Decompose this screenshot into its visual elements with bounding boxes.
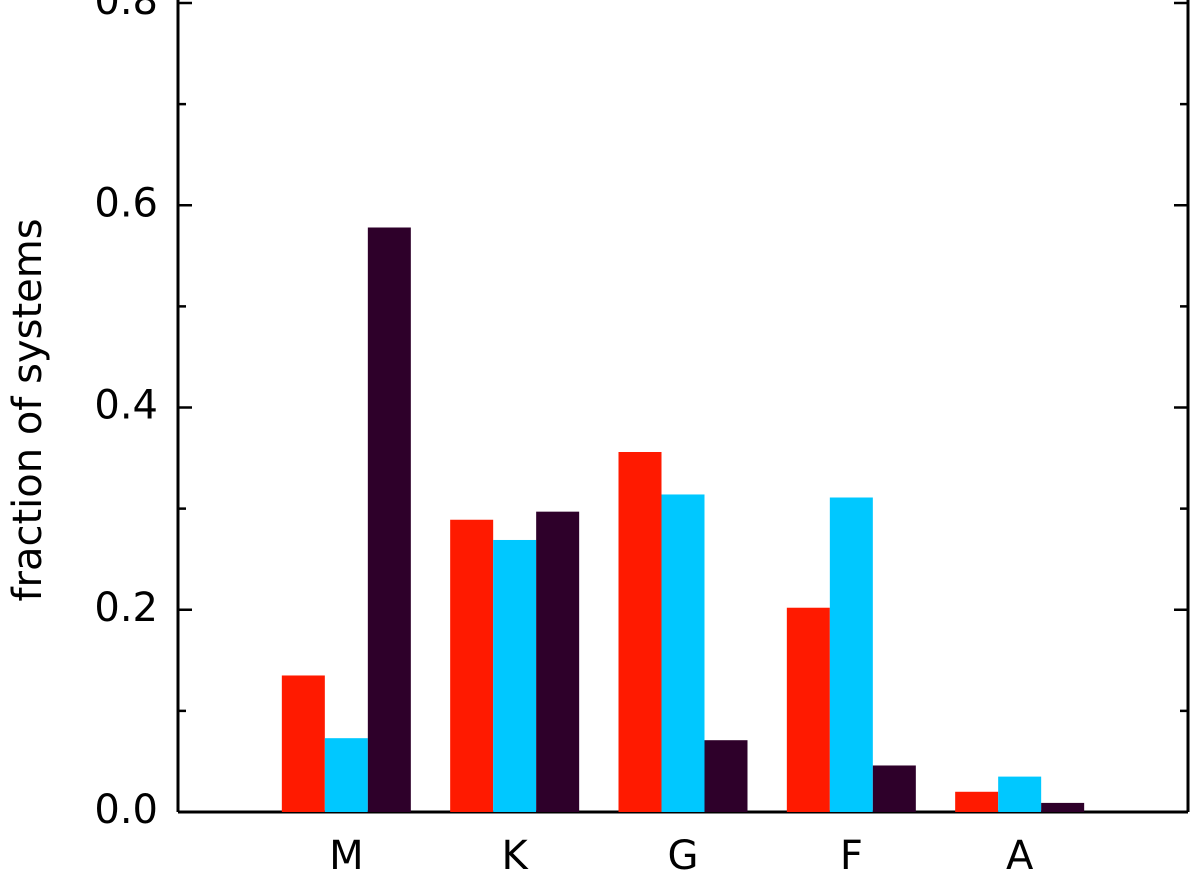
bar <box>704 740 748 812</box>
bar <box>829 497 873 812</box>
bar <box>281 675 325 812</box>
x-tick-label: F <box>840 833 863 879</box>
x-tick-label: K <box>502 833 530 879</box>
bar <box>998 776 1042 812</box>
bar <box>661 494 705 812</box>
y-tick-label: 0.6 <box>94 180 158 226</box>
bar <box>324 738 368 812</box>
bar <box>536 511 580 812</box>
y-tick-label: 0.8 <box>94 0 158 24</box>
x-tick-label: G <box>668 833 699 879</box>
bar <box>786 607 830 812</box>
bar <box>367 227 411 812</box>
bar <box>955 791 999 812</box>
bar <box>493 539 537 812</box>
x-tick-label: M <box>329 833 364 879</box>
y-tick-label: 0.0 <box>94 787 158 833</box>
bar <box>1041 802 1085 812</box>
y-axis-label: fraction of systems <box>5 218 51 601</box>
y-tick-label: 0.2 <box>94 585 158 631</box>
x-tick-label: A <box>1006 833 1034 879</box>
bar <box>450 519 494 812</box>
bar <box>618 451 662 812</box>
bar <box>872 765 916 812</box>
y-tick-label: 0.4 <box>94 383 158 429</box>
